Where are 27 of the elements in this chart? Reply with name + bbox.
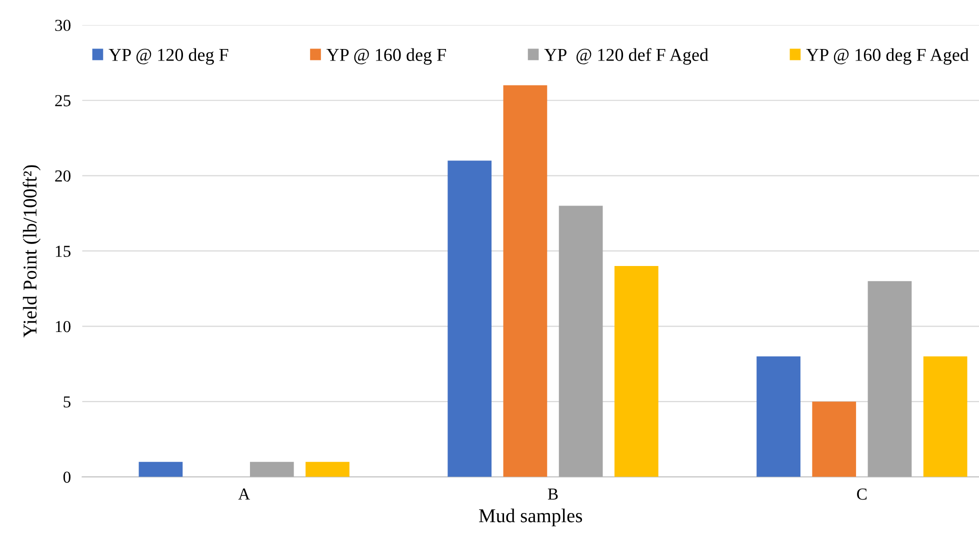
y-tick-label: 10 — [56, 320, 70, 332]
bar — [868, 281, 912, 477]
bar — [503, 85, 548, 477]
y-tick-label: 30 — [55, 20, 70, 32]
bar — [250, 462, 294, 477]
y-tick-label: 0 — [63, 472, 70, 483]
legend-label: YP @ 160 deg F — [326, 48, 446, 65]
x-tick-label: A — [238, 488, 250, 500]
bar — [448, 160, 492, 477]
x-axis-title: Mud samples — [479, 508, 582, 526]
bar — [756, 356, 800, 477]
y-tick-label: 20 — [55, 170, 70, 182]
bar — [558, 206, 603, 477]
legend-label: YP @ 160 deg F Aged — [806, 48, 969, 65]
legend-label: YP @ 120 def F Aged — [544, 48, 708, 65]
bar — [812, 402, 856, 477]
bar — [306, 462, 350, 477]
bar — [614, 266, 658, 477]
y-tick-label: 5 — [64, 396, 70, 408]
bar — [138, 462, 183, 477]
y-axis-title: Yield Point (lb/100ft²) — [22, 165, 41, 338]
y-tick-label: 25 — [55, 95, 70, 106]
x-tick-label: C — [857, 488, 867, 500]
x-tick-label: B — [548, 488, 558, 500]
bar — [923, 356, 968, 477]
legend-label: YP @ 120 deg F — [108, 48, 228, 65]
y-tick-label: 15 — [56, 246, 70, 257]
